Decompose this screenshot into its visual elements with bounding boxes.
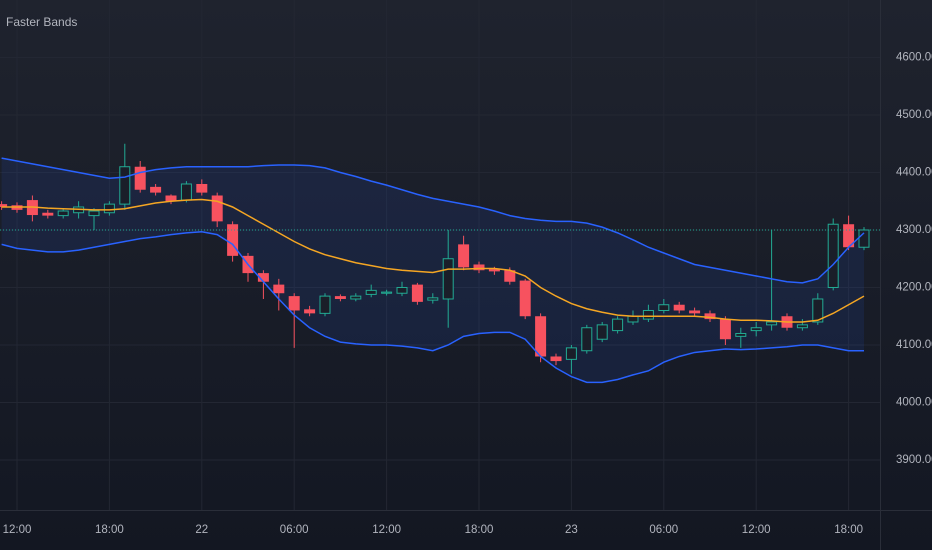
y-tick-label: 4100.00 [896, 339, 932, 351]
lower-band [1, 230, 864, 384]
candle-body [227, 224, 239, 256]
candle-body [365, 289, 377, 295]
candle-body [535, 316, 547, 357]
x-tick-label: 06:00 [649, 524, 678, 536]
candle-body [812, 298, 824, 323]
x-tick-label: 18:00 [95, 524, 124, 536]
candle-body [596, 324, 608, 340]
x-tick-label: 22 [195, 524, 208, 536]
candle-body [504, 270, 516, 282]
x-tick-label: 23 [565, 524, 578, 536]
candle-body [581, 327, 593, 352]
candle-body [381, 291, 393, 294]
x-tick-label: 18:00 [834, 524, 863, 536]
grid [0, 0, 880, 510]
x-tick-label: 06:00 [280, 524, 309, 536]
candle-body [827, 223, 839, 288]
candle-body [180, 183, 192, 201]
candle-body [57, 210, 69, 217]
y-tick-label: 4300.00 [896, 224, 932, 236]
candle-body [473, 264, 485, 271]
chart-title: Faster Bands [6, 15, 77, 29]
candle-body [103, 203, 115, 214]
candle-body [411, 284, 423, 302]
candle-body [319, 295, 331, 314]
candle-body [796, 324, 808, 329]
candle-body [119, 166, 131, 205]
candle-body [750, 327, 762, 332]
candle-body [673, 304, 685, 311]
y-tick-label: 4500.00 [896, 109, 932, 121]
candle-body [719, 319, 731, 340]
candle-body [565, 347, 577, 360]
middle-band [1, 198, 865, 323]
y-tick-label: 4600.00 [896, 52, 932, 64]
candle-body [843, 224, 855, 248]
candle-body [350, 295, 362, 300]
y-tick-label: 4200.00 [896, 282, 932, 294]
x-tick-label: 18:00 [465, 524, 494, 536]
candle-body [658, 304, 670, 311]
candle-body [488, 269, 500, 272]
candle-body [88, 210, 100, 217]
candle-body [627, 315, 639, 323]
candle-body [766, 321, 778, 326]
candle-body [689, 310, 701, 314]
candle-body [150, 186, 162, 193]
candle-body [0, 204, 8, 207]
candle-body [211, 195, 223, 222]
candle-body [196, 183, 208, 193]
candle-body [442, 258, 454, 300]
x-tick-label: 12:00 [372, 524, 401, 536]
candle-body [273, 284, 285, 294]
candle-body [458, 244, 470, 268]
candle-body [396, 286, 408, 294]
candle-body [165, 195, 177, 202]
candle-body [42, 212, 54, 216]
candle-body [858, 229, 870, 248]
candle-body [134, 166, 146, 190]
candle-body [257, 273, 269, 282]
candle-body [704, 313, 716, 320]
y-tick-label: 4400.00 [896, 167, 932, 179]
upper-band [1, 157, 865, 284]
candle-body [550, 356, 562, 362]
candle-body [735, 332, 747, 337]
x-tick-label: 12:00 [742, 524, 771, 536]
candle-body [288, 296, 300, 311]
candle-body [427, 297, 439, 301]
y-tick-label: 3900.00 [896, 454, 932, 466]
candle-body [519, 280, 531, 317]
x-tick-label: 12:00 [3, 524, 32, 536]
y-tick-label: 4000.00 [896, 397, 932, 409]
plot [0, 0, 880, 510]
candle-body [642, 309, 654, 320]
candle-body [304, 309, 316, 314]
candle-body [334, 296, 346, 299]
candle-body [612, 318, 624, 332]
